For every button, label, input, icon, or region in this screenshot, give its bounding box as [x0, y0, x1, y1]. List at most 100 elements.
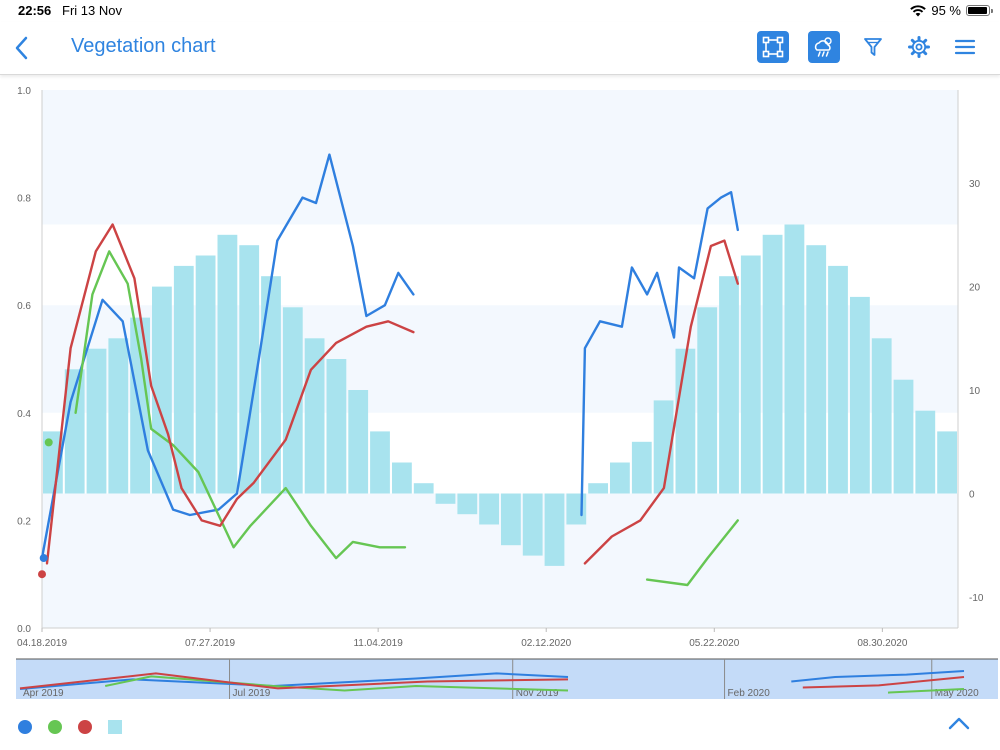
overview-tick-label: Feb 2020 — [728, 688, 771, 699]
overview-series-line — [104, 675, 569, 692]
overview-series-line — [19, 672, 569, 690]
weather-button[interactable] — [808, 31, 840, 63]
temperature-bar — [850, 296, 870, 494]
vegetation-chart[interactable]: 0.0 0.2 0.4 0.6 0.8 1.0 -10 0 10 20 30 04.18.2019 07… — [0, 80, 1000, 652]
temperature-bar — [370, 431, 390, 494]
status-time: 22:56 — [18, 3, 52, 18]
x-tick-label: 02.12.2020 — [521, 638, 571, 649]
temperature-bar — [828, 265, 848, 494]
y-right-tick-label: 20 — [969, 283, 981, 294]
overview-background — [16, 659, 998, 699]
chevron-left-icon — [15, 36, 28, 60]
series-line — [580, 191, 739, 517]
temperature-bar — [588, 483, 608, 494]
menu-button[interactable] — [949, 31, 981, 63]
temperature-bar — [173, 265, 194, 494]
overview-series-line — [19, 672, 569, 690]
temperature-bar — [304, 338, 325, 494]
series-point — [39, 554, 48, 563]
page-title: Vegetation chart — [71, 35, 216, 57]
series-line — [583, 239, 739, 565]
temperature-bar — [871, 338, 892, 494]
temperature-bar — [610, 462, 630, 494]
temperature-bar — [675, 348, 696, 494]
legend-red-series[interactable] — [78, 720, 92, 734]
temperature-bar — [239, 245, 260, 494]
temperature-bar — [719, 276, 739, 494]
timeline-overview[interactable]: Apr 2019 Jul 2019 Nov 2019 Feb 2020 May 2020 — [0, 655, 1000, 701]
series-line — [40, 153, 415, 560]
settings-button[interactable] — [903, 31, 935, 63]
temperature-bar — [806, 245, 827, 494]
plot-background — [42, 90, 958, 628]
legend-bar-series[interactable] — [108, 720, 122, 734]
temperature-bar — [195, 255, 216, 494]
temperature-bar — [457, 493, 478, 515]
navigation-bar: Vegetation chart — [0, 22, 1000, 75]
overview-series-line — [791, 670, 965, 683]
y-left-tick-label: 0.2 — [17, 516, 31, 527]
series-line — [45, 223, 415, 565]
y-left-tick-label: 0.8 — [17, 194, 31, 205]
temperature-bar — [348, 390, 369, 494]
y-right-tick-label: 0 — [969, 490, 975, 501]
temperature-bar — [261, 276, 281, 494]
y-left-tick-label: 0.6 — [17, 301, 31, 312]
battery-icon — [966, 5, 993, 16]
temperature-bar — [108, 338, 129, 494]
legend-green-series[interactable] — [48, 720, 62, 734]
area-select-button[interactable] — [757, 31, 789, 63]
wifi-icon — [910, 4, 927, 16]
temperature-bar — [86, 348, 107, 494]
battery-percent: 95 % — [931, 3, 961, 18]
series-point — [38, 570, 46, 579]
back-button[interactable] — [10, 34, 34, 62]
filter-button[interactable] — [857, 31, 889, 63]
filter-icon — [864, 38, 882, 56]
temperature-bar — [784, 224, 805, 494]
expand-button[interactable] — [946, 712, 972, 736]
temperature-bar — [653, 400, 674, 494]
x-tick-label: 04.18.2019 — [17, 638, 67, 649]
temperature-bar — [326, 359, 347, 494]
y-left-tick-label: 1.0 — [17, 86, 31, 97]
y-right-tick-label: 10 — [969, 386, 981, 397]
temperature-bar — [915, 410, 936, 494]
temperature-bar — [479, 493, 499, 525]
plot-band — [42, 224, 958, 306]
overview-series-line — [887, 688, 965, 694]
y-left-tick-label: 0.4 — [17, 409, 31, 420]
temperature-bar — [392, 462, 412, 494]
temperature-bar — [501, 493, 521, 546]
legend-blue-series[interactable] — [18, 720, 32, 734]
temperature-bar — [522, 493, 543, 556]
temperature-bar — [631, 441, 652, 494]
overview-tick-label: Jul 2019 — [233, 688, 271, 699]
temperature-bar — [435, 493, 456, 504]
temperature-bar — [282, 307, 303, 494]
temperature-bar — [937, 431, 957, 494]
y-left-tick-label: 0.0 — [17, 624, 31, 635]
series-line — [645, 519, 739, 587]
chevron-up-icon — [948, 717, 970, 730]
overview-series-line — [802, 676, 965, 689]
plot-band — [42, 412, 958, 494]
polygon-select-icon — [762, 36, 784, 58]
temperature-bar — [893, 379, 914, 494]
temperature-bar — [697, 307, 718, 494]
temperature-bar — [413, 483, 434, 494]
x-tick-label: 11.04.2019 — [353, 638, 403, 649]
overview-tick-label: Apr 2019 — [23, 688, 64, 699]
temperature-bar — [217, 234, 238, 494]
temperature-bar — [762, 234, 783, 494]
status-indicators: 95 % — [910, 3, 993, 18]
hamburger-menu-icon — [954, 39, 976, 55]
temperature-bar — [544, 493, 565, 566]
temperature-bar — [152, 286, 172, 494]
chart-legend — [18, 720, 122, 734]
status-bar: 22:56 Fri 13 Nov 95 % — [0, 0, 1000, 22]
battery-level — [968, 7, 987, 14]
temperature-bar — [740, 255, 761, 494]
temperature-bar — [566, 493, 587, 525]
y-right-tick-label: 30 — [969, 179, 981, 190]
